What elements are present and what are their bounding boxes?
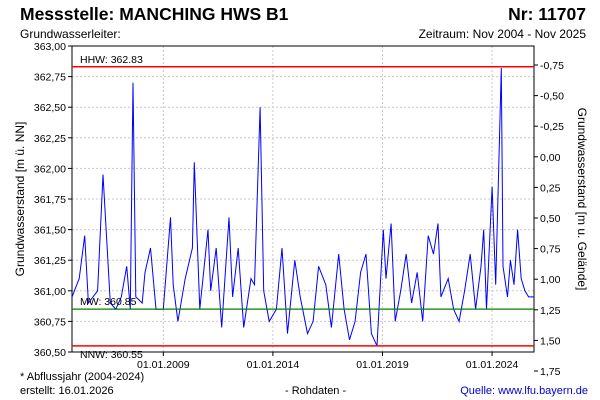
y-tick-label-left: 362,50 <box>34 102 66 114</box>
y-tick-label-right: 1,50 <box>540 335 561 347</box>
footnote: * Abflussjahr (2004-2024) <box>20 371 145 383</box>
y-tick-label-left: 361,25 <box>34 255 66 267</box>
y-tick-label-right: 1,00 <box>540 274 561 286</box>
source-link[interactable]: Quelle: www.lfu.bayern.de <box>460 385 588 397</box>
y-tick-label-left: 360,75 <box>34 316 66 328</box>
y-tick-label-right: 0,75 <box>540 244 561 256</box>
x-tick-label: 01.01.2024 <box>466 359 519 371</box>
y-tick-label-right: -0,75 <box>540 60 564 72</box>
y-tick-label-left: 363,00 <box>34 41 66 53</box>
y-tick-label-right: 1,75 <box>540 366 561 378</box>
x-axis: 01.01.2009 01.01.2014 01.01.2019 01.01.2024 <box>137 352 518 371</box>
page-title: Messstelle: MANCHING HWS B1 <box>20 4 289 24</box>
reference-line-label: HHW: 362.83 <box>80 54 143 66</box>
y-axis-left: 363,00 362,75 362,50 362,25 362,00 361,75 361,… <box>34 41 72 359</box>
station-number: Nr: 11707 <box>508 4 586 24</box>
aquifer-label: Grundwasserleiter: <box>20 27 121 41</box>
y-axis-left-title: Grundwasserstand [m ü. NN] <box>13 122 27 277</box>
y-tick-label-right: 1,25 <box>540 305 561 317</box>
y-tick-label-left: 362,00 <box>34 163 66 175</box>
y-tick-label-right: -0,50 <box>540 91 564 103</box>
y-tick-label-left: 362,75 <box>34 72 66 84</box>
groundwater-series-line <box>71 67 534 347</box>
x-tick-label: 01.01.2009 <box>137 359 190 371</box>
y-tick-label-right: 0,25 <box>540 182 561 194</box>
grid-lines <box>72 46 534 352</box>
raw-data-label: - Rohdaten - <box>285 385 347 397</box>
y-tick-label-left: 361,50 <box>34 225 66 237</box>
y-axis-right: -0,75 -0,50 -0,25 0,00 0,25 0,50 0,75 1,00 1,25 1… <box>534 60 564 378</box>
y-tick-label-left: 360,50 <box>34 347 66 359</box>
y-tick-label-left: 361,75 <box>34 194 66 206</box>
reference-lines: HHW: 362.83 MW: 360.85 NNW: 360.55 <box>72 54 534 361</box>
y-tick-label-right: 0,00 <box>540 152 561 164</box>
y-axis-right-title: Grundwasserstand [m u. Gelände] <box>575 108 589 291</box>
y-tick-label-right: -0,25 <box>540 121 564 133</box>
x-tick-label: 01.01.2014 <box>247 359 300 371</box>
y-tick-label-right: 0,50 <box>540 213 561 225</box>
reference-line-label: NNW: 360.55 <box>80 349 143 361</box>
period-label: Zeitraum: Nov 2004 - Nov 2025 <box>418 27 586 41</box>
series-layer <box>71 67 534 347</box>
y-tick-label-left: 362,25 <box>34 133 66 145</box>
reference-line-label: MW: 360.85 <box>80 296 137 308</box>
x-tick-label: 01.01.2019 <box>356 359 409 371</box>
created-date: erstellt: 16.01.2026 <box>20 385 114 397</box>
y-tick-label-left: 361,00 <box>34 286 66 298</box>
